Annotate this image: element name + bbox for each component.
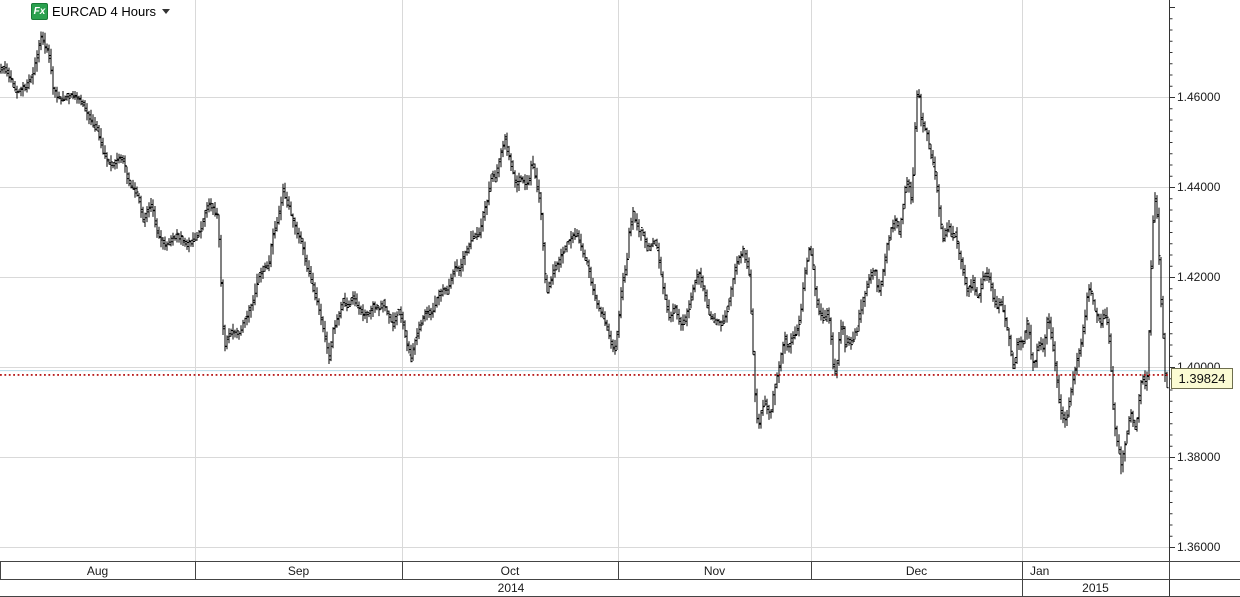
symbol-timeframe-label: EURCAD 4 Hours: [52, 4, 157, 19]
y-axis-label: 1.42000: [1177, 270, 1221, 284]
x-axis-month-label: Aug: [87, 564, 108, 578]
x-axis-month-label: Sep: [288, 564, 310, 578]
price-bars: [0, 31, 1169, 475]
x-axis-month-label: Oct: [501, 564, 520, 578]
current-price-tag: 1.39824: [1171, 368, 1233, 389]
y-axis-label: 1.46000: [1177, 90, 1221, 104]
x-axis-year-label: 2014: [498, 581, 525, 595]
x-axis-month-label: Jan: [1030, 564, 1049, 578]
fx-badge-icon: Fx: [31, 3, 48, 20]
x-axis-month-label: Nov: [704, 564, 725, 578]
chevron-down-icon: [162, 9, 171, 14]
y-axis-label: 1.38000: [1177, 450, 1221, 464]
x-axis-month-label: Dec: [906, 564, 927, 578]
y-axis-label: 1.36000: [1177, 540, 1221, 554]
x-axis-year-label: 2015: [1082, 581, 1109, 595]
current-price-value: 1.39824: [1178, 371, 1226, 386]
y-axis-label: 1.44000: [1177, 180, 1221, 194]
symbol-selector[interactable]: Fx EURCAD 4 Hours: [31, 3, 171, 20]
